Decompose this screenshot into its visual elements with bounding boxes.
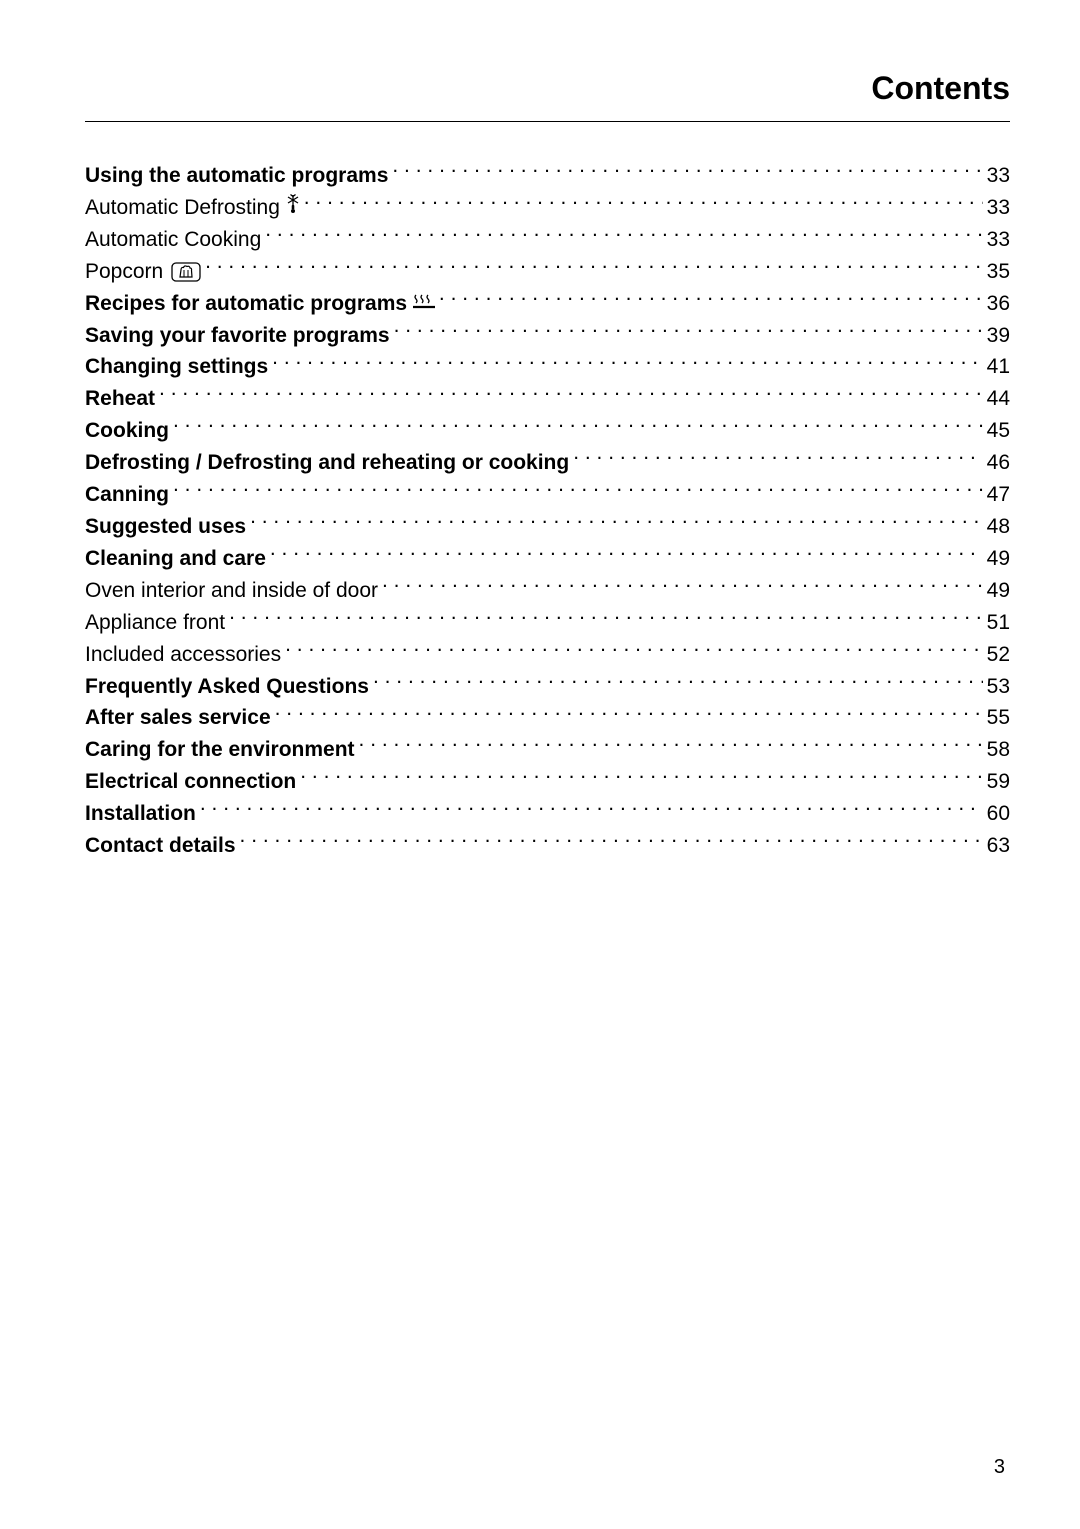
toc-entry-label: Automatic Cooking — [85, 224, 261, 256]
toc-entry-page: 60 — [987, 798, 1010, 830]
toc-entry-page: 44 — [987, 383, 1010, 415]
defrost-icon — [286, 196, 300, 219]
toc-entry-label: Recipes for automatic programs — [85, 288, 435, 320]
toc-leader-dots — [300, 767, 982, 788]
toc-entry: Appliance front 51 — [85, 607, 1010, 639]
toc-entry-label: Changing settings — [85, 351, 268, 383]
toc-entry-page: 33 — [987, 160, 1010, 192]
toc-entry-label: Caring for the environment — [85, 734, 355, 766]
toc-leader-dots — [373, 672, 983, 693]
toc-entry-page: 53 — [987, 671, 1010, 703]
toc-entry-page: 63 — [987, 830, 1010, 862]
toc-entry: Cleaning and care 49 — [85, 543, 1010, 575]
toc-entry-label: Reheat — [85, 383, 155, 415]
toc-entry-page: 51 — [987, 607, 1010, 639]
toc-leader-dots — [240, 831, 983, 852]
toc-leader-dots — [270, 544, 983, 565]
toc-leader-dots — [304, 193, 983, 214]
toc-entry-label: Contact details — [85, 830, 236, 862]
toc-leader-dots — [173, 480, 983, 501]
toc-entry: Recipes for automatic programs 36 — [85, 288, 1010, 320]
toc-entry: Using the automatic programs 33 — [85, 160, 1010, 192]
steam-icon — [413, 292, 435, 315]
toc-entry-label: Popcorn — [85, 256, 201, 288]
toc-leader-dots — [394, 321, 983, 342]
toc-entry-label: Using the automatic programs — [85, 160, 388, 192]
toc-entry-page: 39 — [987, 320, 1010, 352]
toc-entry-page: 47 — [987, 479, 1010, 511]
toc-leader-dots — [205, 257, 983, 278]
toc-entry-page: 48 — [987, 511, 1010, 543]
toc-entry-label: Canning — [85, 479, 169, 511]
toc-entry-label: Electrical connection — [85, 766, 296, 798]
toc-entry: Canning 47 — [85, 479, 1010, 511]
toc-entry-page: 52 — [987, 639, 1010, 671]
toc-entry: Electrical connection 59 — [85, 766, 1010, 798]
page-header: Contents — [85, 70, 1010, 122]
toc-entry-page: 33 — [987, 224, 1010, 256]
toc-leader-dots — [382, 576, 983, 597]
toc-entry: After sales service 55 — [85, 702, 1010, 734]
toc-leader-dots — [275, 703, 983, 724]
toc-leader-dots — [229, 608, 983, 629]
toc-entry-label: Defrosting / Defrosting and reheating or… — [85, 447, 569, 479]
toc-leader-dots — [159, 384, 983, 405]
toc-entry: Automatic Defrosting 33 — [85, 192, 1010, 224]
toc-entry-label: Saving your favorite programs — [85, 320, 390, 352]
toc-entry-page: 36 — [987, 288, 1010, 320]
toc-entry-label: Frequently Asked Questions — [85, 671, 369, 703]
toc-entry: Defrosting / Defrosting and reheating or… — [85, 447, 1010, 479]
toc-leader-dots — [359, 735, 983, 756]
toc-entry: Oven interior and inside of door 49 — [85, 575, 1010, 607]
toc-leader-dots — [173, 416, 983, 437]
toc-entry-label: Automatic Defrosting — [85, 192, 300, 224]
toc-entry: Changing settings 41 — [85, 351, 1010, 383]
toc-entry-page: 35 — [987, 256, 1010, 288]
toc-leader-dots — [285, 640, 983, 661]
toc-entry-label: Included accessories — [85, 639, 281, 671]
toc-entry-label: Oven interior and inside of door — [85, 575, 378, 607]
toc-entry: Popcorn 35 — [85, 256, 1010, 288]
toc-entry: Cooking 45 — [85, 415, 1010, 447]
toc-entry: Included accessories 52 — [85, 639, 1010, 671]
toc-entry-page: 45 — [987, 415, 1010, 447]
toc-entry: Contact details 63 — [85, 830, 1010, 862]
toc-entry: Caring for the environment 58 — [85, 734, 1010, 766]
popcorn-icon — [169, 260, 201, 283]
header-title: Contents — [871, 70, 1010, 106]
toc-entry-page: 33 — [987, 192, 1010, 224]
toc-entry: Saving your favorite programs 39 — [85, 320, 1010, 352]
toc-entry-page: 55 — [987, 702, 1010, 734]
toc-leader-dots — [439, 289, 983, 310]
toc-entry-page: 58 — [987, 734, 1010, 766]
toc-leader-dots — [265, 225, 982, 246]
toc-leader-dots — [200, 799, 983, 820]
toc-entry-page: 41 — [987, 351, 1010, 383]
toc-entry: Suggested uses 48 — [85, 511, 1010, 543]
toc-entry-label: Cooking — [85, 415, 169, 447]
toc-leader-dots — [250, 512, 983, 533]
toc-entry: Installation 60 — [85, 798, 1010, 830]
toc-leader-dots — [272, 352, 982, 373]
toc-entry: Frequently Asked Questions 53 — [85, 671, 1010, 703]
toc-entry-label: Installation — [85, 798, 196, 830]
toc-leader-dots — [392, 161, 982, 182]
toc-leader-dots — [573, 448, 982, 469]
page-number: 3 — [994, 1456, 1005, 1479]
toc-entry-label: After sales service — [85, 702, 271, 734]
toc-entry: Automatic Cooking 33 — [85, 224, 1010, 256]
table-of-contents: Using the automatic programs33Automatic … — [85, 160, 1010, 862]
toc-entry-page: 59 — [987, 766, 1010, 798]
toc-entry-page: 49 — [987, 575, 1010, 607]
toc-entry: Reheat 44 — [85, 383, 1010, 415]
toc-entry-label: Appliance front — [85, 607, 225, 639]
toc-entry-label: Cleaning and care — [85, 543, 266, 575]
toc-entry-page: 46 — [987, 447, 1010, 479]
toc-entry-page: 49 — [987, 543, 1010, 575]
toc-entry-label: Suggested uses — [85, 511, 246, 543]
